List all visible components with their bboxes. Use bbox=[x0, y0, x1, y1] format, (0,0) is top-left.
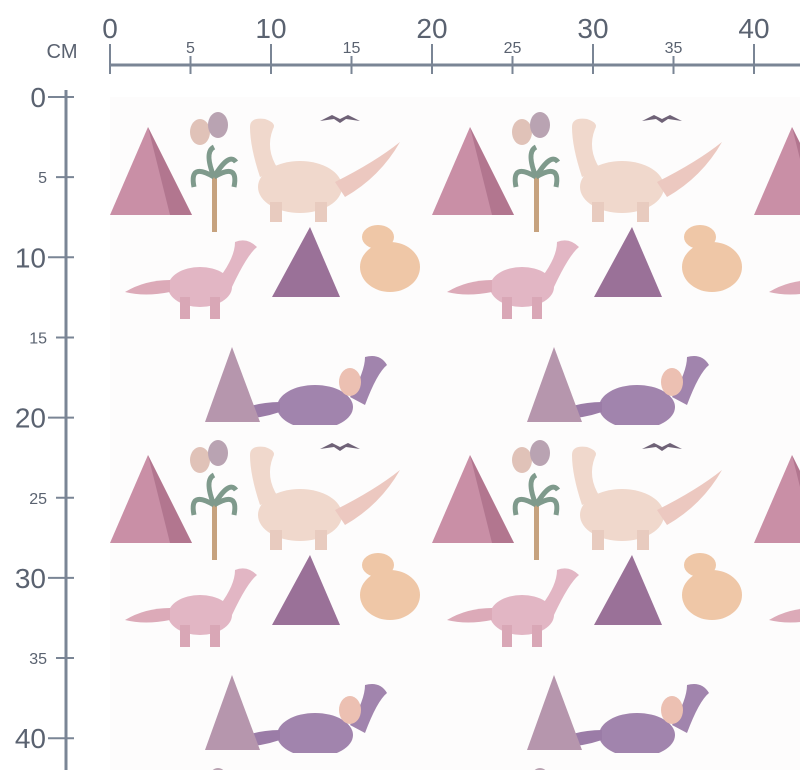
tick-label: 40 bbox=[15, 723, 46, 754]
tick-label: 0 bbox=[102, 13, 118, 44]
tick-label: 30 bbox=[577, 13, 608, 44]
tick-label: 25 bbox=[504, 40, 522, 57]
tick-label: 15 bbox=[29, 330, 47, 347]
tick-label: 30 bbox=[15, 563, 46, 594]
tick-label: 5 bbox=[38, 170, 47, 187]
tick-label: 20 bbox=[416, 13, 447, 44]
tick-label: 0 bbox=[30, 82, 46, 113]
fabric-pattern bbox=[110, 97, 800, 770]
tick-label: 10 bbox=[255, 13, 286, 44]
tick-label: 35 bbox=[665, 40, 683, 57]
unit-label: CM bbox=[46, 41, 77, 63]
tick-label: 10 bbox=[15, 242, 46, 273]
tick-label: 35 bbox=[29, 651, 47, 668]
top-ruler: CM 0 5 10 15 20 25 30 35 40 bbox=[46, 13, 800, 74]
tick-label: 5 bbox=[186, 40, 195, 57]
tick-label: 40 bbox=[738, 13, 769, 44]
tick-label: 20 bbox=[15, 403, 46, 434]
tick-label: 25 bbox=[29, 491, 47, 508]
tick-label: 15 bbox=[343, 40, 361, 57]
left-ruler: 0 5 10 15 20 25 30 35 40 bbox=[15, 82, 74, 770]
